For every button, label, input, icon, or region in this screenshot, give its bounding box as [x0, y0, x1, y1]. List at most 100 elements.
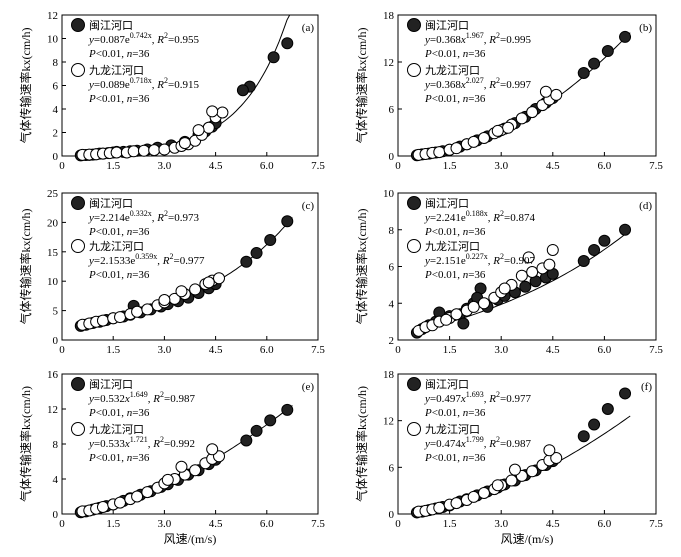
data-point-filled	[519, 280, 532, 293]
legend-stats: P<0.01, n=36	[88, 226, 150, 238]
data-point-filled	[240, 255, 253, 268]
legend-stats: P<0.01, n=36	[88, 93, 150, 105]
data-point-filled	[281, 37, 294, 50]
legend-equation: y=2.241e0.188x, R2=0.874	[424, 209, 535, 224]
legend-stats: P<0.01, n=36	[88, 407, 150, 419]
y-tick-label: 15	[47, 247, 59, 259]
panel-label: (e)	[302, 381, 315, 393]
x-tick-label: 0	[59, 518, 65, 530]
data-point-open	[450, 308, 463, 321]
legend-marker-open	[71, 422, 85, 436]
x-tick-label: 0	[59, 344, 65, 356]
y-tick-label: 5	[53, 306, 59, 318]
x-tick-label: 6.0	[598, 344, 612, 356]
x-tick-label: 7.5	[649, 518, 663, 530]
legend-name: 九龙江河口	[425, 423, 480, 436]
data-point-open	[450, 497, 463, 510]
series-jiulongjiang	[412, 85, 563, 161]
legend-name: 九龙江河口	[425, 64, 480, 77]
x-tick-label: 6.0	[260, 518, 274, 530]
panel-b: 0 1.5 3.0 4.5 6.0 7.5 0 6 12 18 气体传输速率kx(cm/h) (b) 闽…	[354, 10, 663, 172]
data-point-open	[478, 297, 490, 310]
legend-stats: P<0.01, n=36	[88, 452, 150, 464]
x-tick-label: 1.5	[443, 160, 457, 172]
legend-equation: y=0.368x1.967, R2=0.995	[424, 31, 531, 46]
data-point-filled	[236, 84, 249, 97]
x-tick-label: 4.5	[546, 160, 560, 172]
data-point-open	[491, 479, 504, 492]
x-tick-label: 7.5	[649, 160, 663, 172]
legend-marker-filled	[71, 377, 85, 391]
y-tick-label: 12	[383, 57, 394, 69]
data-point-open	[526, 266, 539, 279]
data-point-open	[202, 276, 215, 289]
data-point-filled	[264, 414, 277, 427]
y-tick-label: 6	[389, 462, 395, 474]
y-tick-label: 10	[47, 276, 59, 288]
x-tick-label: 0	[59, 160, 65, 172]
x-tick-label: 6.0	[260, 160, 274, 172]
x-tick-label: 3.0	[494, 160, 508, 172]
data-point-open	[131, 490, 144, 503]
data-point-open	[550, 88, 563, 101]
plot-frame	[61, 192, 319, 341]
data-point-open	[161, 473, 174, 486]
x-tick-label: 6.0	[598, 160, 612, 172]
legend-stats: P<0.01, n=36	[424, 407, 486, 419]
data-point-open	[137, 144, 150, 157]
data-point-open	[543, 258, 556, 271]
legend-stats: P<0.01, n=36	[424, 226, 486, 238]
y-tick-label: 12	[383, 416, 394, 428]
y-tick-label: 0	[389, 509, 395, 521]
data-point-filled	[619, 387, 632, 400]
data-point-open	[158, 294, 171, 307]
data-point-open	[96, 501, 109, 513]
data-point-open	[189, 283, 202, 296]
y-axis-label: 气体传输速率kx(cm/h)	[354, 209, 369, 325]
legend-name: 闽江河口	[425, 378, 469, 391]
legend-equation: y=0.089e0.718x, R2=0.915	[88, 76, 199, 91]
x-tick-label: 7.5	[311, 160, 325, 172]
panel-label: (f)	[641, 381, 652, 393]
series-jiulongjiang	[76, 443, 226, 518]
legend-equation: y=2.151e0.227x, R2=0.907	[424, 252, 535, 267]
y-tick-label: 20	[47, 217, 59, 229]
x-axis-label: 风速/(m/s)	[501, 532, 554, 546]
x-tick-label: 3.0	[158, 344, 172, 356]
data-point-filled	[619, 30, 632, 43]
legend-equation: y=0.533x1.721, R2=0.992	[88, 435, 195, 450]
y-tick-label: 18	[383, 369, 395, 381]
data-point-filled	[588, 418, 601, 431]
data-point-open	[110, 146, 123, 159]
data-point-open	[131, 305, 144, 318]
legend-name: 九龙江河口	[89, 240, 144, 253]
data-point-open	[467, 490, 480, 503]
data-point-open	[546, 243, 559, 256]
x-tick-label: 1.5	[106, 160, 120, 172]
data-point-open	[508, 463, 521, 476]
legend-equation: y=2.214e0.332x, R2=0.973	[88, 209, 199, 224]
panel-e: 0 1.5 3.0 4.5 6.0 7.5 0 4 8 12 16 气体传输速率kx(cm/h) 风速/…	[18, 369, 325, 546]
y-tick-label: 16	[47, 369, 59, 381]
data-point-open	[478, 131, 490, 144]
legend-name: 闽江河口	[425, 197, 469, 210]
data-point-filled	[601, 403, 614, 415]
panel-label: (d)	[639, 200, 652, 212]
plot-frame	[397, 14, 657, 157]
x-tick-label: 1.5	[443, 344, 457, 356]
x-tick-label: 0	[395, 160, 401, 172]
y-tick-label: 0	[53, 335, 59, 347]
legend-marker-open	[407, 422, 421, 436]
y-tick-label: 8	[53, 57, 59, 69]
data-point-open	[450, 142, 463, 155]
data-point-open	[467, 300, 480, 313]
legend-equation: y=0.474x1.799, R2=0.987	[424, 435, 531, 450]
legend-marker-filled	[407, 377, 421, 391]
y-tick-label: 2	[53, 128, 59, 140]
legend-stats: P<0.01, n=36	[424, 93, 486, 105]
y-tick-label: 8	[389, 225, 395, 237]
